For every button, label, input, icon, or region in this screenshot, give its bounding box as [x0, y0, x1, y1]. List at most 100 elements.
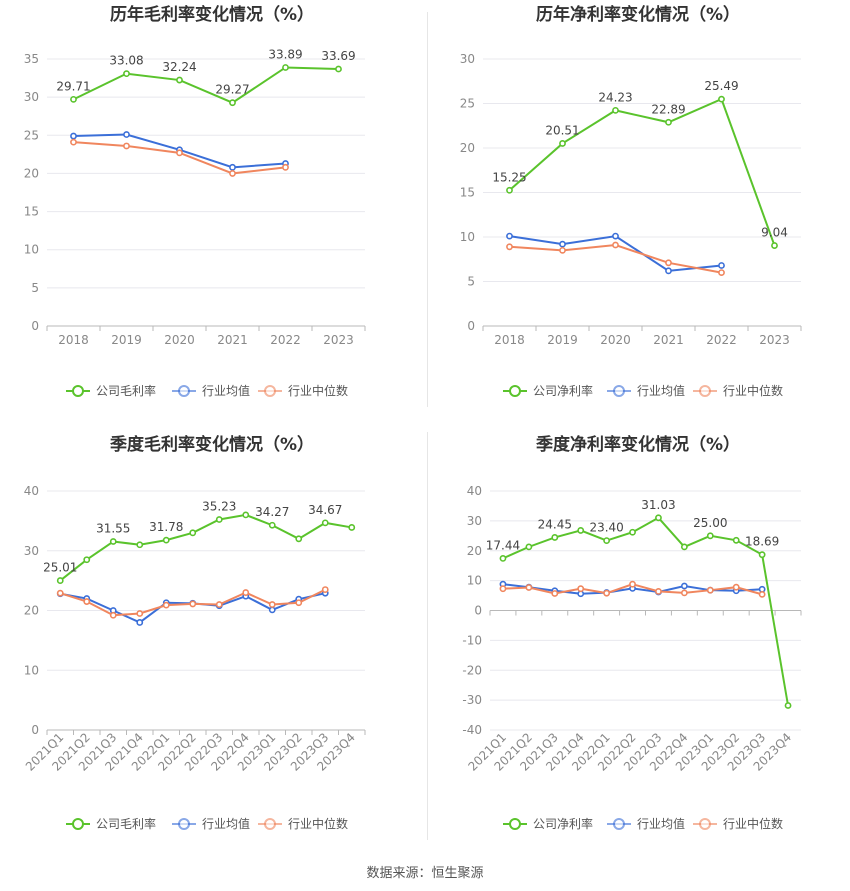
- series-line-company: [502, 516, 790, 706]
- data-point-industry_median: [162, 601, 170, 609]
- legend-item-company[interactable]: 公司毛利率: [66, 383, 156, 398]
- data-point-industry_median: [123, 142, 130, 150]
- legend-item-company[interactable]: 公司毛利率: [66, 816, 156, 831]
- legend-label: 公司毛利率: [96, 816, 156, 831]
- x-tick-label: 2018: [494, 333, 525, 347]
- legend-item-company[interactable]: 公司净利率: [503, 383, 593, 398]
- data-point-industry_median: [215, 601, 223, 608]
- x-tick-label: 2023: [323, 333, 354, 347]
- data-point-industry_avg: [136, 619, 144, 626]
- data-point-company: [577, 527, 585, 534]
- legend-marker: [178, 385, 190, 397]
- data-point-industry_median: [655, 587, 662, 595]
- legend-item-industry_avg[interactable]: 行业均值: [172, 816, 250, 831]
- y-tick-label: 30: [460, 52, 475, 66]
- data-point-company: [718, 95, 725, 103]
- y-tick-label: 30: [24, 544, 39, 558]
- legend-marker: [264, 818, 276, 830]
- data-label: 35.23: [202, 500, 236, 514]
- y-tick-label: 30: [24, 90, 39, 104]
- data-point-company: [83, 556, 91, 564]
- legend-marker: [264, 385, 276, 397]
- data-point-industry_avg: [229, 163, 236, 171]
- chart-annual-net: 历年净利率变化情况（%） 0 5 10 15 20 25 30 2018 2019 2020 2021…: [460, 4, 802, 398]
- divider-top: [427, 12, 428, 407]
- data-label: 29.71: [56, 79, 90, 93]
- data-point-industry_median: [577, 585, 585, 593]
- data-label: 24.23: [598, 90, 632, 104]
- data-label: 25.00: [693, 516, 727, 530]
- legend-item-industry_avg[interactable]: 行业均值: [607, 383, 685, 398]
- data-label: 18.69: [745, 535, 779, 549]
- data-point-company: [229, 99, 236, 107]
- legend-item-industry_avg[interactable]: 行业均值: [607, 816, 685, 831]
- data-point-industry_avg: [559, 240, 566, 248]
- data-point-industry_median: [506, 243, 513, 251]
- legend-item-industry_median[interactable]: 行业中位数: [258, 383, 348, 398]
- y-tick-label: 0: [31, 319, 39, 333]
- legend-label: 行业均值: [202, 816, 250, 831]
- data-point-company: [176, 76, 183, 84]
- chart-title: 季度净利率变化情况（%）: [536, 434, 740, 455]
- data-label: 29.27: [215, 83, 249, 97]
- y-tick-label: 25: [460, 97, 475, 111]
- legend-marker: [699, 818, 711, 830]
- data-label: 34.67: [308, 503, 342, 517]
- data-point-company: [499, 554, 507, 562]
- data-point-industry_avg: [665, 267, 672, 275]
- y-tick-label: 0: [474, 604, 482, 618]
- chart-quarterly-net: 季度净利率变化情况（%）-40-30-20-100102030402021Q12…: [462, 434, 802, 831]
- data-point-industry_median: [268, 601, 276, 608]
- y-tick-label: 5: [467, 275, 475, 289]
- y-tick-label: -30: [462, 693, 482, 707]
- data-point-company: [559, 140, 566, 147]
- x-tick-label: 2020: [600, 333, 631, 347]
- chart-title: 历年净利率变化情况（%）: [536, 4, 740, 25]
- y-tick-label: 20: [24, 166, 39, 180]
- x-tick-label: 2022: [270, 333, 301, 347]
- legend-label: 行业中位数: [288, 383, 348, 398]
- data-point-industry_median: [70, 138, 77, 146]
- data-point-industry_median: [321, 586, 329, 593]
- data-label: 9.04: [761, 226, 788, 240]
- y-tick-label: 40: [467, 484, 482, 498]
- legend-item-industry_avg[interactable]: 行业均值: [172, 383, 250, 398]
- data-point-company: [56, 577, 64, 584]
- data-point-company: [612, 106, 619, 114]
- data-point-industry_median: [229, 170, 236, 177]
- data-point-company: [771, 242, 778, 249]
- x-tick-label: 2020: [164, 333, 195, 347]
- data-point-industry_median: [83, 598, 91, 605]
- data-label: 20.51: [545, 123, 579, 137]
- data-label: 33.08: [109, 54, 143, 68]
- y-tick-label: 5: [31, 281, 39, 295]
- legend-marker: [613, 818, 625, 830]
- legend-label: 公司毛利率: [96, 383, 156, 398]
- data-point-industry_median: [718, 269, 725, 276]
- x-tick-label: 2023: [759, 333, 790, 347]
- data-label: 15.25: [492, 170, 526, 184]
- legend-item-industry_median[interactable]: 行业中位数: [693, 383, 783, 398]
- data-point-industry_median: [665, 259, 672, 267]
- data-point-industry_avg: [612, 232, 619, 240]
- data-point-company: [506, 186, 513, 194]
- data-point-company: [655, 514, 662, 522]
- legend-item-industry_median[interactable]: 行业中位数: [258, 816, 348, 831]
- data-point-company: [732, 536, 740, 544]
- data-point-industry_avg: [718, 262, 725, 269]
- data-point-industry_median: [680, 589, 688, 597]
- y-tick-label: 10: [24, 663, 39, 677]
- series-line-company: [73, 66, 339, 104]
- data-point-industry_median: [559, 246, 566, 254]
- y-tick-label: 10: [460, 230, 475, 244]
- data-point-company: [242, 511, 250, 519]
- legend-item-company[interactable]: 公司净利率: [503, 816, 593, 831]
- y-tick-label: -20: [462, 663, 482, 677]
- legend-item-industry_median[interactable]: 行业中位数: [693, 816, 783, 831]
- data-point-company: [758, 551, 766, 559]
- y-tick-label: 35: [24, 52, 39, 66]
- chart-quarterly-gross: 季度毛利率变化情况（%）0102030402021Q12021Q22021Q32…: [23, 434, 366, 831]
- data-label: 33.89: [268, 47, 302, 61]
- data-point-industry_median: [525, 584, 533, 591]
